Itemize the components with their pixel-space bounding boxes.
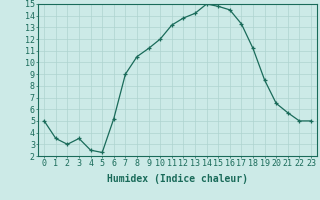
X-axis label: Humidex (Indice chaleur): Humidex (Indice chaleur) xyxy=(107,174,248,184)
